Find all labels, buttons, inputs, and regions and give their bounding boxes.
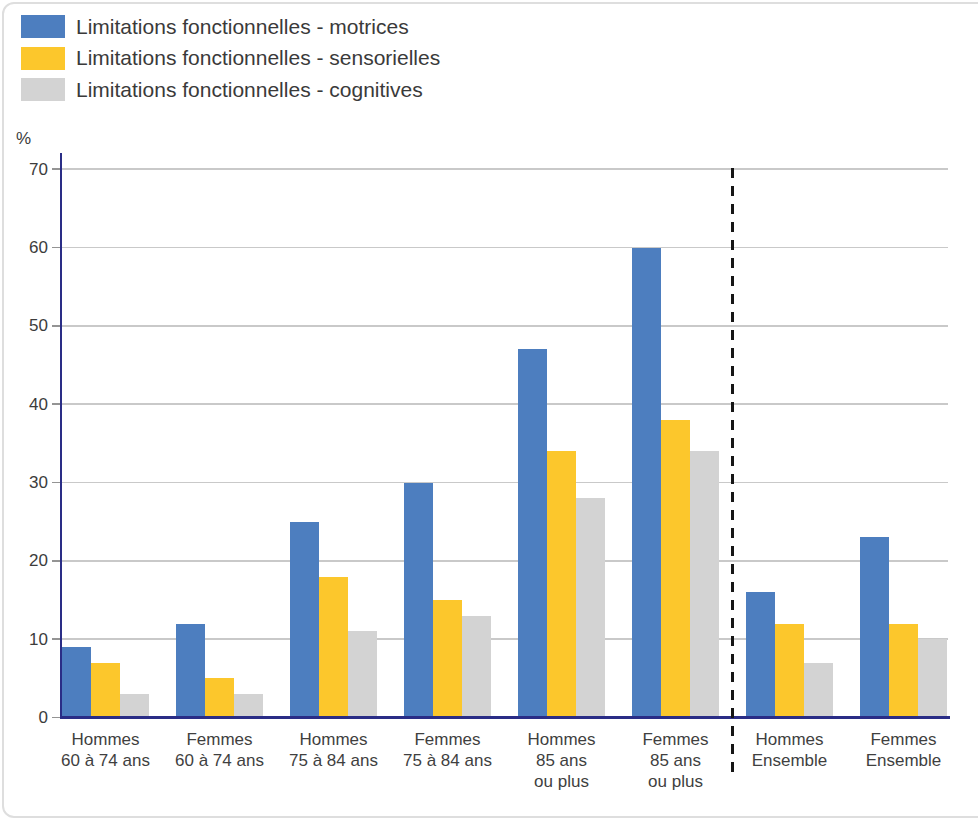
x-axis-line	[60, 716, 950, 719]
x-category-label-line: Femmes	[847, 729, 961, 750]
bar-series1-cat7	[889, 624, 918, 718]
bar-series1-cat4	[547, 451, 576, 717]
x-category-label-line: Ensemble	[733, 750, 847, 771]
y-tick-label: 50	[0, 316, 48, 336]
gridline-70	[62, 168, 948, 170]
x-category-label: FemmesEnsemble	[847, 729, 961, 771]
x-category-label-line: Ensemble	[847, 750, 961, 771]
x-category-label-line: 75 à 84 ans	[391, 750, 505, 771]
y-axis-unit-label: %	[16, 129, 31, 149]
y-tick-label: 40	[0, 395, 48, 415]
legend-label: Limitations fonctionnelles - motrices	[76, 15, 409, 39]
gridline-60	[62, 247, 948, 249]
bar-series2-cat7	[918, 639, 947, 717]
legend-label: Limitations fonctionnelles - cognitives	[76, 78, 423, 102]
legend-item: Limitations fonctionnelles - sensorielle…	[21, 47, 440, 70]
x-category-label-line: Femmes	[163, 729, 277, 750]
y-tick-label: 60	[0, 238, 48, 258]
bar-series2-cat5	[690, 451, 719, 717]
bar-series1-cat6	[775, 624, 804, 718]
bar-series1-cat5	[661, 420, 690, 718]
gridline-30	[62, 482, 948, 484]
x-category-label-line: 75 à 84 ans	[277, 750, 391, 771]
bar-series2-cat4	[576, 498, 605, 717]
gridline-50	[62, 325, 948, 327]
bar-series1-cat0	[91, 663, 120, 718]
x-category-label-line: Femmes	[619, 729, 733, 750]
bar-series0-cat7	[860, 537, 889, 717]
legend-item: Limitations fonctionnelles - cognitives	[21, 78, 423, 101]
x-category-label-line: Hommes	[49, 729, 163, 750]
legend-swatch-1	[21, 47, 65, 70]
bar-series2-cat1	[234, 694, 263, 717]
x-category-label-line: 85 ans	[619, 750, 733, 771]
bar-series1-cat3	[433, 600, 462, 717]
bar-series0-cat5	[632, 248, 661, 718]
gridline-40	[62, 403, 948, 405]
bar-series0-cat0	[62, 647, 91, 717]
bar-series0-cat6	[746, 592, 775, 717]
y-tick-label: 10	[0, 630, 48, 650]
bar-series2-cat0	[120, 694, 149, 717]
x-category-label-line: 85 ans	[505, 750, 619, 771]
bar-series0-cat4	[518, 349, 547, 717]
ensemble-separator-line	[731, 168, 735, 780]
bar-series2-cat3	[462, 616, 491, 718]
bar-series0-cat1	[176, 624, 205, 718]
bar-series2-cat6	[804, 663, 833, 718]
y-axis-line	[60, 153, 62, 719]
x-category-label-line: Femmes	[391, 729, 505, 750]
x-category-label: Hommes75 à 84 ans	[277, 729, 391, 771]
x-category-label-line: Hommes	[733, 729, 847, 750]
x-category-label-line: ou plus	[505, 771, 619, 792]
legend-label: Limitations fonctionnelles - sensorielle…	[76, 46, 440, 70]
x-category-label: Hommes60 à 74 ans	[49, 729, 163, 771]
bar-series1-cat2	[319, 577, 348, 718]
legend-swatch-0	[21, 15, 65, 38]
y-tick-label: 20	[0, 551, 48, 571]
x-category-label: Hommes85 ansou plus	[505, 729, 619, 792]
y-tick-label: 0	[0, 708, 48, 728]
x-category-label: HommesEnsemble	[733, 729, 847, 771]
legend-swatch-2	[21, 78, 65, 101]
bar-series2-cat2	[348, 631, 377, 717]
x-category-label-line: ou plus	[619, 771, 733, 792]
legend-item: Limitations fonctionnelles - motrices	[21, 15, 409, 38]
x-category-label-line: 60 à 74 ans	[163, 750, 277, 771]
x-category-label-line: Hommes	[505, 729, 619, 750]
x-category-label-line: Hommes	[277, 729, 391, 750]
bar-series1-cat1	[205, 678, 234, 717]
x-category-label: Femmes85 ansou plus	[619, 729, 733, 792]
gridline-20	[62, 560, 948, 562]
y-tick-label: 70	[0, 160, 48, 180]
bar-series0-cat2	[290, 522, 319, 718]
x-category-label-line: 60 à 74 ans	[49, 750, 163, 771]
y-tick-label: 30	[0, 473, 48, 493]
bar-series0-cat3	[404, 483, 433, 718]
x-category-label: Femmes60 à 74 ans	[163, 729, 277, 771]
x-category-label: Femmes75 à 84 ans	[391, 729, 505, 771]
